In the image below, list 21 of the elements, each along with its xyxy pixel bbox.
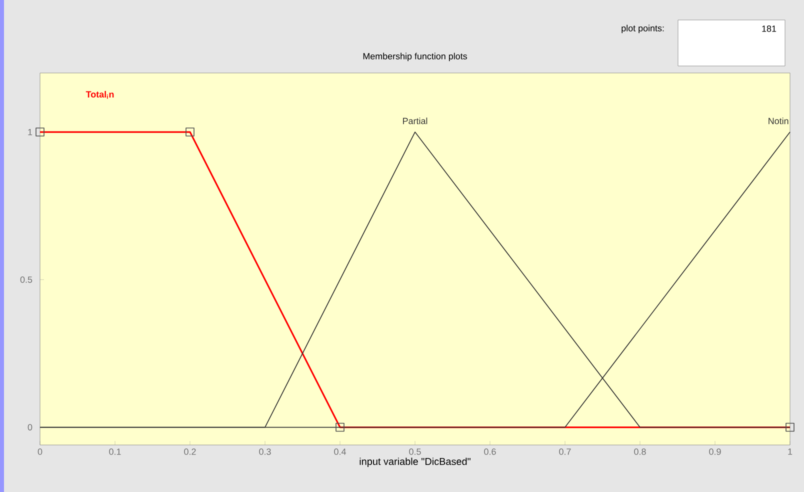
x-tick-label: 0.4	[334, 448, 346, 455]
y-tick-label: 0.5	[20, 276, 32, 283]
x-tick-label: 0.6	[484, 448, 496, 455]
series-label: Partial	[403, 118, 428, 124]
text: Total$_{i}$n	[86, 90, 114, 99]
x-tick-label: 0.9	[709, 448, 721, 455]
x-tick-label: 0	[38, 448, 42, 455]
x-tick-label: 0.8	[634, 448, 646, 455]
x-tick-label: 1	[788, 448, 792, 455]
x-tick-label: 0.5	[409, 448, 421, 455]
y-tick-label: 0	[28, 424, 32, 430]
text: plot points:	[622, 24, 664, 34]
text: 181	[762, 26, 776, 32]
x-tick-label: 0.7	[559, 448, 571, 455]
x-tick-label: 0.3	[259, 448, 271, 455]
x-tick-label: 0.2	[184, 448, 196, 455]
y-tick-label: 1	[28, 128, 32, 136]
series-label: Notin	[768, 118, 788, 124]
chart-title: Membership function plots	[363, 52, 467, 62]
x-tick-label: 0.1	[109, 448, 121, 455]
x-axis-title: input variable "DicBased"	[360, 458, 470, 467]
